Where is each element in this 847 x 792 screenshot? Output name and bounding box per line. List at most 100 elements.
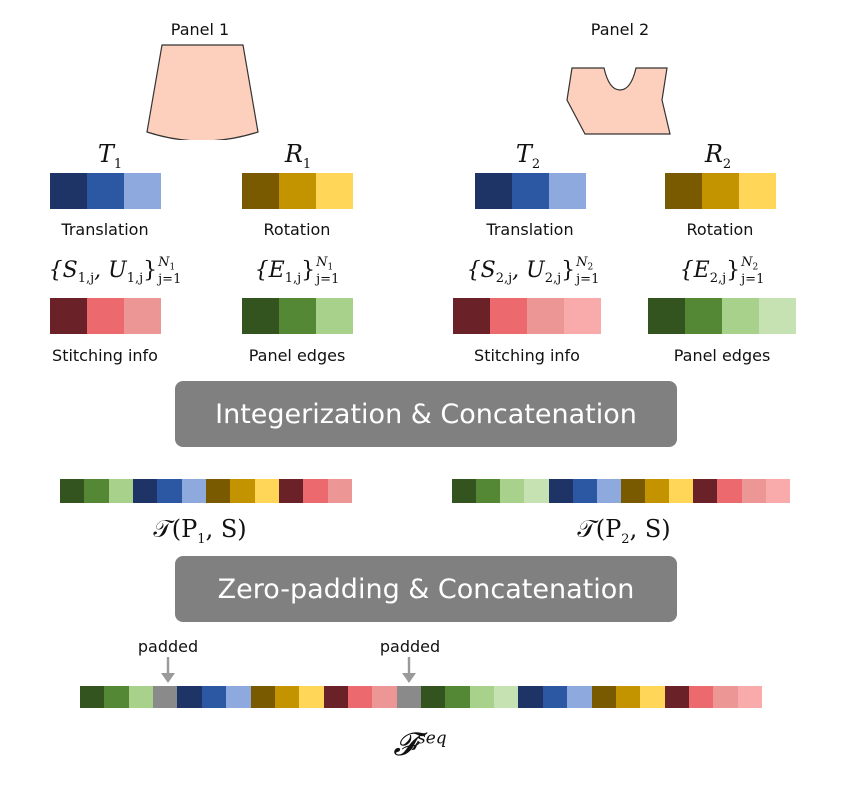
- token-block: [279, 298, 316, 334]
- token-block: [254, 479, 279, 503]
- token-block: [524, 479, 549, 503]
- token-block: [372, 686, 397, 708]
- padded-label-2: padded: [379, 637, 441, 656]
- token-block: [475, 173, 512, 209]
- panel1-T-label: T1: [97, 140, 123, 172]
- token-block: [648, 298, 685, 334]
- token-block: [316, 173, 353, 209]
- panel2-title: Panel 2: [590, 20, 650, 39]
- token-block: [645, 479, 670, 503]
- token-block: [124, 298, 161, 334]
- token-block: [347, 686, 373, 708]
- panel1-shape: [146, 44, 259, 140]
- token-block: [157, 479, 182, 503]
- token-block: [80, 686, 105, 708]
- token-block: [128, 686, 154, 708]
- token-block: [549, 173, 586, 209]
- token-block: [303, 479, 328, 503]
- token-block: [201, 686, 227, 708]
- token-block: [445, 686, 470, 708]
- panel1-rotation-label: Rotation: [263, 220, 331, 239]
- token-block: [250, 686, 275, 708]
- token-block: [596, 479, 621, 503]
- token-block: [476, 479, 501, 503]
- token-block: [693, 479, 718, 503]
- token-block: [739, 173, 776, 209]
- sequence2-label: 𝒯(P2, S): [577, 515, 671, 547]
- token-block: [50, 298, 87, 334]
- token-block: [316, 298, 353, 334]
- token-block: [564, 298, 601, 334]
- zero-padding-banner: Zero-padding & Concatenation: [175, 556, 677, 622]
- panel1-edges-label: Panel edges: [248, 346, 346, 365]
- panel2-rotation-blocks: [665, 173, 776, 209]
- token-block: [104, 686, 129, 708]
- final-sequence-blocks: [80, 686, 763, 708]
- panel2-edge-blocks: [648, 298, 796, 334]
- token-block: [278, 479, 304, 503]
- token-block: [512, 173, 549, 209]
- token-block: [688, 686, 714, 708]
- token-block: [518, 686, 543, 708]
- down-arrow-icon: [161, 657, 175, 683]
- token-block: [299, 686, 324, 708]
- panel2-translation-label: Translation: [486, 220, 574, 239]
- token-block: [685, 298, 722, 334]
- token-block: [242, 298, 279, 334]
- token-block: [717, 479, 742, 503]
- token-block: [542, 686, 568, 708]
- token-block: [722, 298, 759, 334]
- token-block: [84, 479, 109, 503]
- panel2-T-label: T2: [515, 140, 541, 172]
- panel2-shape: [566, 67, 671, 135]
- token-block: [60, 479, 85, 503]
- token-block: [759, 298, 796, 334]
- token-block: [327, 479, 352, 503]
- panel2-edges-label: Panel edges: [673, 346, 771, 365]
- token-block: [226, 686, 251, 708]
- padding-block: [396, 686, 422, 708]
- token-block: [713, 686, 738, 708]
- token-block: [669, 479, 694, 503]
- panel2-translation-blocks: [475, 173, 586, 209]
- panel1-stitching-blocks: [50, 298, 161, 334]
- token-block: [453, 298, 490, 334]
- sequence1-label: 𝒯(P1, S): [153, 515, 247, 547]
- token-block: [87, 173, 124, 209]
- token-block: [323, 686, 348, 708]
- integerization-banner: Integerization & Concatenation: [175, 381, 677, 447]
- panel1-stitch-set: {S1,j, U1,j} N1 j=1: [48, 255, 182, 287]
- panel2-edge-set: {E2,j} N2 j=1: [679, 255, 765, 287]
- panel2-stitching-blocks: [453, 298, 601, 334]
- token-block: [274, 686, 300, 708]
- panel1-edge-set: {E1,j} N1 j=1: [254, 255, 340, 287]
- token-block: [640, 686, 665, 708]
- token-block: [620, 479, 645, 503]
- token-block: [548, 479, 573, 503]
- sequence1-blocks: [60, 479, 352, 503]
- token-block: [591, 686, 616, 708]
- token-block: [702, 173, 739, 209]
- token-block: [572, 479, 597, 503]
- token-block: [567, 686, 592, 708]
- panel1-stitching-label: Stitching info: [52, 346, 158, 365]
- token-block: [279, 173, 316, 209]
- token-block: [124, 173, 161, 209]
- token-block: [205, 479, 231, 503]
- token-block: [494, 686, 519, 708]
- panel2-stitch-set: {S2,j, U2,j} N2 j=1: [466, 255, 600, 287]
- padding-block: [153, 686, 178, 708]
- final-sequence-label: 𝓕seq: [393, 725, 447, 763]
- panel1-title: Panel 1: [170, 20, 230, 39]
- token-block: [490, 298, 527, 334]
- padded-label-1: padded: [137, 637, 199, 656]
- token-block: [737, 686, 763, 708]
- token-block: [665, 173, 702, 209]
- token-block: [421, 686, 446, 708]
- panel1-edge-blocks: [242, 298, 353, 334]
- token-block: [177, 686, 202, 708]
- panel2-rotation-label: Rotation: [686, 220, 754, 239]
- token-block: [469, 686, 495, 708]
- panel1-R-label: R1: [284, 140, 312, 172]
- panel1-translation-label: Translation: [61, 220, 149, 239]
